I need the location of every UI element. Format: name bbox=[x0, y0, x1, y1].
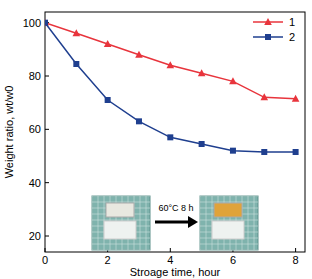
plot-area bbox=[45, 19, 299, 155]
x-axis-label: Stroage time, hour bbox=[130, 266, 221, 278]
series-point bbox=[45, 19, 49, 26]
photo-bg bbox=[92, 196, 150, 250]
photo-grid bbox=[200, 250, 258, 251]
inset-photos bbox=[92, 196, 258, 250]
y-tick-label: 40 bbox=[29, 177, 41, 189]
series-point bbox=[104, 40, 112, 47]
series-point bbox=[260, 93, 268, 100]
photo-grid bbox=[200, 196, 201, 250]
series-point bbox=[198, 69, 206, 76]
sample-bottom bbox=[212, 221, 244, 239]
x-tick-label: 8 bbox=[293, 254, 299, 266]
series-point bbox=[135, 51, 143, 58]
photo-grid bbox=[146, 196, 147, 250]
photo-grid bbox=[200, 196, 258, 197]
legend: 12 bbox=[253, 16, 295, 43]
photo-grid bbox=[248, 196, 249, 250]
photo-grid bbox=[200, 202, 258, 203]
series-point bbox=[105, 97, 111, 103]
legend-marker bbox=[264, 18, 272, 25]
arrow-shaft bbox=[155, 221, 190, 224]
series-point bbox=[292, 95, 300, 102]
photo-grid bbox=[92, 196, 150, 197]
photo-grid bbox=[92, 196, 93, 250]
y-tick-label: 100 bbox=[23, 17, 41, 29]
legend-label: 1 bbox=[289, 16, 295, 28]
series-point bbox=[229, 77, 237, 84]
photo-grid bbox=[200, 220, 258, 221]
sample-bottom bbox=[104, 221, 136, 239]
y-axis-label: Weight ratio, wt/w0 bbox=[3, 86, 15, 179]
y-tick bbox=[45, 76, 49, 77]
x-tick-label: 2 bbox=[105, 254, 111, 266]
y-tick bbox=[45, 129, 49, 130]
sample-top bbox=[106, 203, 134, 217]
photo-grid bbox=[206, 196, 207, 250]
series-point bbox=[199, 141, 205, 147]
x-tick bbox=[45, 248, 46, 252]
series-point bbox=[261, 149, 267, 155]
series-point bbox=[230, 148, 236, 154]
photo-grid bbox=[92, 202, 150, 203]
x-tick bbox=[295, 248, 296, 252]
photo-grid bbox=[98, 196, 99, 250]
sample-top bbox=[214, 203, 242, 217]
x-tick-label: 0 bbox=[42, 254, 48, 266]
x-tick bbox=[170, 248, 171, 252]
x-tick-label: 4 bbox=[167, 254, 173, 266]
plot-frame bbox=[45, 12, 305, 252]
annotation: 60°C 8 h bbox=[158, 203, 193, 213]
series-point bbox=[167, 134, 173, 140]
legend-marker bbox=[265, 34, 271, 40]
y-tick-label: 60 bbox=[29, 123, 41, 135]
photo-bg bbox=[200, 196, 258, 250]
photo-grid bbox=[200, 244, 258, 245]
photo-grid bbox=[254, 196, 255, 250]
series-point bbox=[293, 149, 299, 155]
y-tick bbox=[45, 236, 49, 237]
y-tick-label: 20 bbox=[29, 230, 41, 242]
y-tick-label: 80 bbox=[29, 70, 41, 82]
photo-grid bbox=[92, 244, 150, 245]
series-line bbox=[45, 23, 296, 99]
legend-label: 2 bbox=[289, 31, 295, 43]
series-point bbox=[73, 61, 79, 67]
y-tick bbox=[45, 182, 49, 183]
series-point bbox=[45, 20, 48, 26]
photo-grid bbox=[140, 196, 141, 250]
photo-grid bbox=[92, 250, 150, 251]
arrow-head bbox=[188, 216, 198, 228]
x-tick-label: 6 bbox=[230, 254, 236, 266]
photo-grid bbox=[92, 220, 150, 221]
series-point bbox=[136, 118, 142, 124]
series-point bbox=[167, 61, 175, 68]
series-point bbox=[73, 29, 81, 36]
series-line bbox=[45, 23, 296, 152]
